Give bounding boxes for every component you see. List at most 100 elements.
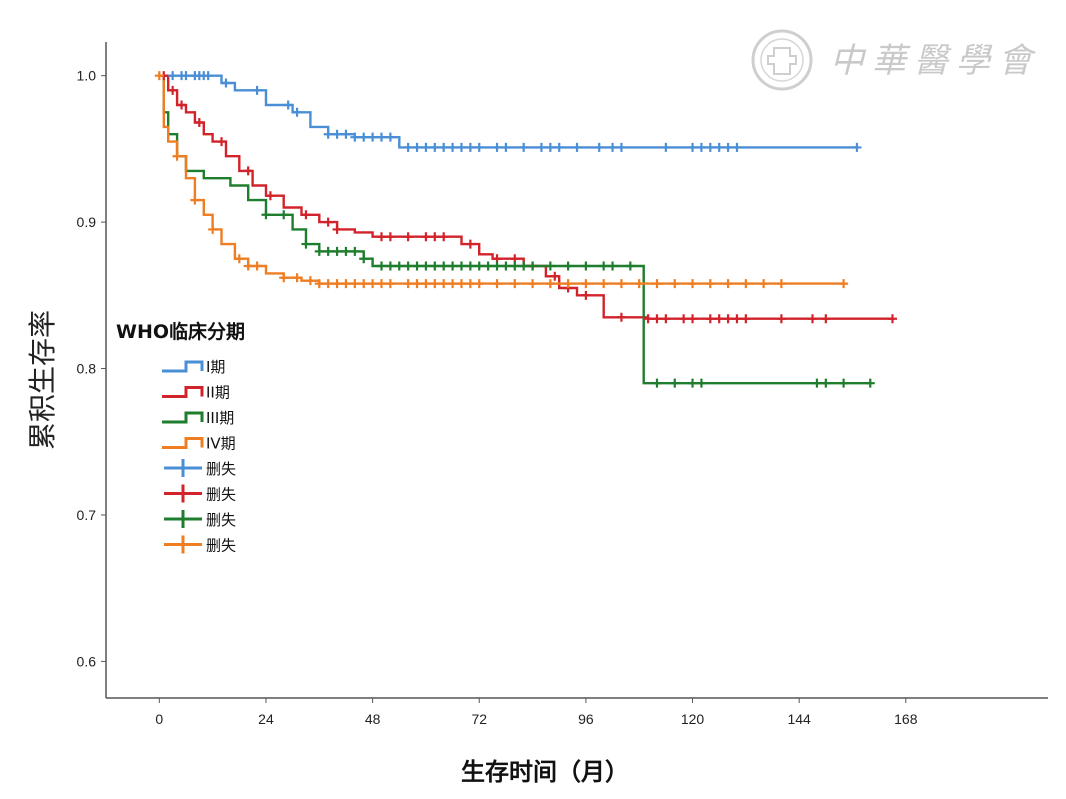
x-tick-label: 0 <box>155 711 163 727</box>
series-line-4 <box>159 74 844 285</box>
censor-mark-4 <box>350 279 360 289</box>
censor-mark-3 <box>865 378 875 388</box>
censor-mark-3 <box>581 261 591 271</box>
legend-label: III期 <box>206 409 234 427</box>
legend-item: 删失 <box>164 459 236 478</box>
legend-label: 删失 <box>206 537 236 555</box>
x-tick-label: 144 <box>787 711 811 727</box>
censor-mark-4 <box>332 279 342 289</box>
censor-mark-1 <box>181 71 191 81</box>
censor-mark-4 <box>688 279 698 289</box>
censor-mark-1 <box>852 142 862 152</box>
censor-mark-1 <box>723 142 733 152</box>
censor-mark-3 <box>519 261 529 271</box>
censor-mark-2 <box>465 239 475 249</box>
censor-mark-2 <box>421 232 431 242</box>
legend-item: 删失 <box>164 510 236 529</box>
censor-mark-1 <box>572 142 582 152</box>
censor-mark-3 <box>501 261 511 271</box>
censor-mark-4 <box>403 279 413 289</box>
censor-mark-4 <box>528 279 538 289</box>
censor-mark-2 <box>741 314 751 324</box>
censor-mark-4 <box>456 279 466 289</box>
y-axis-title: 累积生存率 <box>26 310 59 450</box>
censor-mark-2 <box>217 137 227 147</box>
censor-marks-layer <box>154 71 897 388</box>
censor-mark-4 <box>314 279 324 289</box>
censor-mark-4 <box>448 279 458 289</box>
censor-mark-1 <box>519 142 529 152</box>
censor-mark-4 <box>465 279 475 289</box>
censor-mark-1 <box>616 142 626 152</box>
censor-mark-4 <box>421 279 431 289</box>
censor-mark-3 <box>301 239 311 249</box>
censor-mark-1 <box>608 142 618 152</box>
series-line-3 <box>159 74 871 385</box>
censor-mark-4 <box>439 279 449 289</box>
censor-mark-4 <box>510 279 520 289</box>
plot-axes <box>105 42 1048 699</box>
legend-item: 删失 <box>164 484 236 504</box>
legend-label: 删失 <box>206 486 236 504</box>
censor-mark-1 <box>594 142 604 152</box>
censor-mark-2 <box>581 290 591 300</box>
censor-mark-3 <box>376 261 386 271</box>
censor-mark-2 <box>301 210 311 220</box>
medical-association-seal-icon <box>751 29 813 91</box>
censor-mark-4 <box>474 279 484 289</box>
censor-mark-3 <box>510 261 520 271</box>
censor-mark-3 <box>332 246 342 256</box>
censor-mark-1 <box>252 85 262 95</box>
censor-mark-2 <box>265 191 275 201</box>
censor-mark-3 <box>812 378 822 388</box>
censor-mark-3 <box>670 378 680 388</box>
censor-mark-2 <box>376 232 386 242</box>
censor-mark-2 <box>723 314 733 324</box>
censor-mark-4 <box>385 279 395 289</box>
series-line-2 <box>159 74 893 320</box>
censor-mark-2 <box>679 314 689 324</box>
censor-mark-3 <box>688 378 698 388</box>
censor-mark-3 <box>314 246 324 256</box>
censor-mark-3 <box>430 261 440 271</box>
censor-mark-1 <box>168 71 178 81</box>
y-tick-label: 0.6 <box>77 653 97 669</box>
legend-swatch <box>164 459 202 477</box>
censor-mark-4 <box>670 279 680 289</box>
censor-mark-4 <box>412 279 422 289</box>
censor-mark-4 <box>341 279 351 289</box>
legend-label: II期 <box>206 384 230 402</box>
censor-mark-2 <box>403 232 413 242</box>
censor-mark-4 <box>430 279 440 289</box>
censor-mark-2 <box>776 314 786 324</box>
censor-mark-4 <box>323 279 333 289</box>
censor-mark-1 <box>292 107 302 117</box>
legend-label: IV期 <box>206 435 236 453</box>
watermark: 中華醫學會 <box>751 29 1032 91</box>
censor-mark-2 <box>385 232 395 242</box>
legend-swatch <box>162 437 204 449</box>
censor-mark-4 <box>599 279 609 289</box>
censor-mark-1 <box>221 78 231 88</box>
censor-mark-1 <box>714 142 724 152</box>
censor-mark-3 <box>394 261 404 271</box>
legend-swatch <box>164 535 202 554</box>
censor-mark-1 <box>350 132 360 142</box>
legend-item: III期 <box>162 409 234 427</box>
censor-mark-1 <box>341 129 351 139</box>
censor-mark-4 <box>252 261 262 271</box>
censor-mark-4 <box>652 279 662 289</box>
censor-mark-2 <box>821 314 831 324</box>
censor-mark-1 <box>323 129 333 139</box>
censor-mark-4 <box>376 279 386 289</box>
censor-mark-4 <box>563 279 573 289</box>
legend-swatch <box>162 360 204 373</box>
censor-mark-3 <box>821 378 831 388</box>
censor-mark-1 <box>368 132 378 142</box>
legend-title: WHO临床分期 <box>116 320 245 343</box>
censor-mark-4 <box>776 279 786 289</box>
legend-item: II期 <box>162 384 230 402</box>
censor-mark-1 <box>430 142 440 152</box>
censor-mark-1 <box>545 142 555 152</box>
